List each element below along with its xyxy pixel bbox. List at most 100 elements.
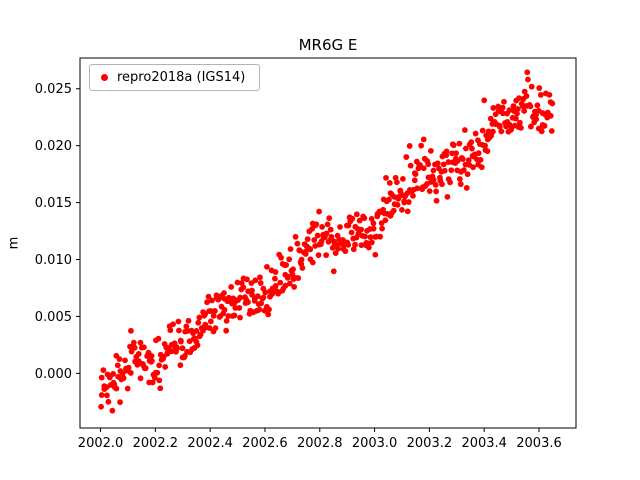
data-point bbox=[533, 116, 540, 123]
data-point bbox=[546, 91, 553, 98]
data-point bbox=[113, 385, 120, 392]
data-point bbox=[499, 104, 506, 111]
data-point bbox=[128, 327, 134, 334]
data-point bbox=[444, 193, 451, 200]
data-point bbox=[149, 379, 156, 386]
data-point bbox=[266, 306, 272, 313]
data-point bbox=[514, 110, 520, 117]
data-point bbox=[516, 119, 523, 126]
data-point bbox=[386, 180, 393, 186]
data-point bbox=[186, 338, 193, 345]
data-point bbox=[151, 374, 158, 381]
data-point bbox=[330, 268, 337, 275]
data-point bbox=[258, 300, 265, 307]
data-point bbox=[518, 124, 524, 131]
data-point bbox=[382, 217, 389, 224]
data-point bbox=[311, 237, 318, 243]
data-point bbox=[433, 197, 440, 204]
data-point bbox=[399, 206, 405, 213]
data-point bbox=[104, 392, 110, 399]
data-point bbox=[410, 192, 416, 199]
data-point bbox=[252, 277, 259, 284]
data-point bbox=[453, 150, 459, 157]
data-point bbox=[156, 377, 163, 384]
data-point bbox=[257, 280, 264, 286]
data-point bbox=[420, 136, 427, 143]
data-point bbox=[534, 102, 541, 109]
x-tick-label: 2003.6 bbox=[516, 436, 562, 451]
data-point bbox=[309, 259, 316, 266]
data-point bbox=[490, 128, 496, 135]
legend-marker-icon bbox=[101, 74, 108, 81]
x-tick-label: 2003.0 bbox=[352, 436, 398, 451]
legend-label: repro2018a (IGS14) bbox=[117, 70, 246, 85]
data-point bbox=[120, 375, 127, 381]
data-point bbox=[477, 156, 484, 163]
data-point bbox=[221, 307, 228, 313]
data-point bbox=[414, 185, 421, 192]
data-point bbox=[350, 246, 357, 253]
data-point bbox=[427, 147, 434, 154]
x-tick-label: 2003.4 bbox=[461, 436, 507, 451]
data-point bbox=[155, 335, 162, 342]
data-point bbox=[383, 174, 389, 181]
data-point bbox=[225, 313, 232, 319]
data-point bbox=[260, 294, 267, 301]
data-point bbox=[98, 392, 105, 398]
data-point bbox=[328, 233, 335, 240]
data-point bbox=[231, 312, 238, 319]
data-point bbox=[196, 314, 203, 321]
data-point bbox=[541, 122, 548, 129]
data-point bbox=[256, 306, 263, 313]
data-point bbox=[510, 103, 517, 110]
data-point bbox=[470, 164, 476, 171]
data-point bbox=[468, 139, 475, 146]
data-point bbox=[206, 325, 213, 331]
data-point bbox=[228, 284, 235, 290]
data-point bbox=[122, 357, 128, 364]
data-point bbox=[498, 128, 505, 135]
data-point bbox=[536, 85, 543, 91]
data-point bbox=[193, 328, 200, 334]
data-point bbox=[244, 276, 250, 283]
data-point bbox=[514, 106, 521, 112]
data-point bbox=[448, 167, 455, 174]
data-point bbox=[512, 115, 519, 122]
data-point bbox=[460, 167, 467, 174]
data-point bbox=[234, 279, 241, 286]
data-point bbox=[475, 150, 482, 157]
data-point bbox=[141, 344, 147, 351]
data-point bbox=[202, 311, 209, 318]
data-point bbox=[130, 339, 137, 346]
data-point bbox=[456, 140, 463, 147]
x-tick-label: 2002.0 bbox=[78, 436, 124, 451]
data-point bbox=[137, 375, 144, 382]
data-point bbox=[100, 367, 107, 373]
data-point bbox=[292, 233, 299, 240]
x-tick-label: 2003.2 bbox=[407, 436, 453, 451]
data-point bbox=[195, 319, 202, 326]
data-point bbox=[272, 283, 279, 289]
data-point bbox=[425, 161, 432, 168]
data-point bbox=[433, 188, 440, 195]
y-tick-label: 0.015 bbox=[35, 196, 72, 211]
data-point bbox=[521, 88, 528, 95]
data-point bbox=[272, 275, 278, 282]
data-point bbox=[426, 188, 433, 195]
data-point bbox=[257, 274, 263, 281]
data-point bbox=[521, 108, 528, 114]
data-point bbox=[223, 327, 230, 334]
data-point bbox=[148, 353, 155, 359]
data-point bbox=[324, 221, 331, 228]
data-point bbox=[154, 369, 161, 376]
data-point bbox=[177, 362, 184, 369]
data-point bbox=[465, 157, 472, 164]
data-point bbox=[492, 111, 499, 118]
data-point bbox=[352, 241, 358, 248]
data-point bbox=[137, 339, 144, 346]
data-point bbox=[128, 348, 135, 355]
data-point bbox=[525, 76, 531, 83]
data-point bbox=[131, 344, 138, 351]
data-point bbox=[315, 252, 322, 258]
data-point bbox=[528, 123, 534, 130]
